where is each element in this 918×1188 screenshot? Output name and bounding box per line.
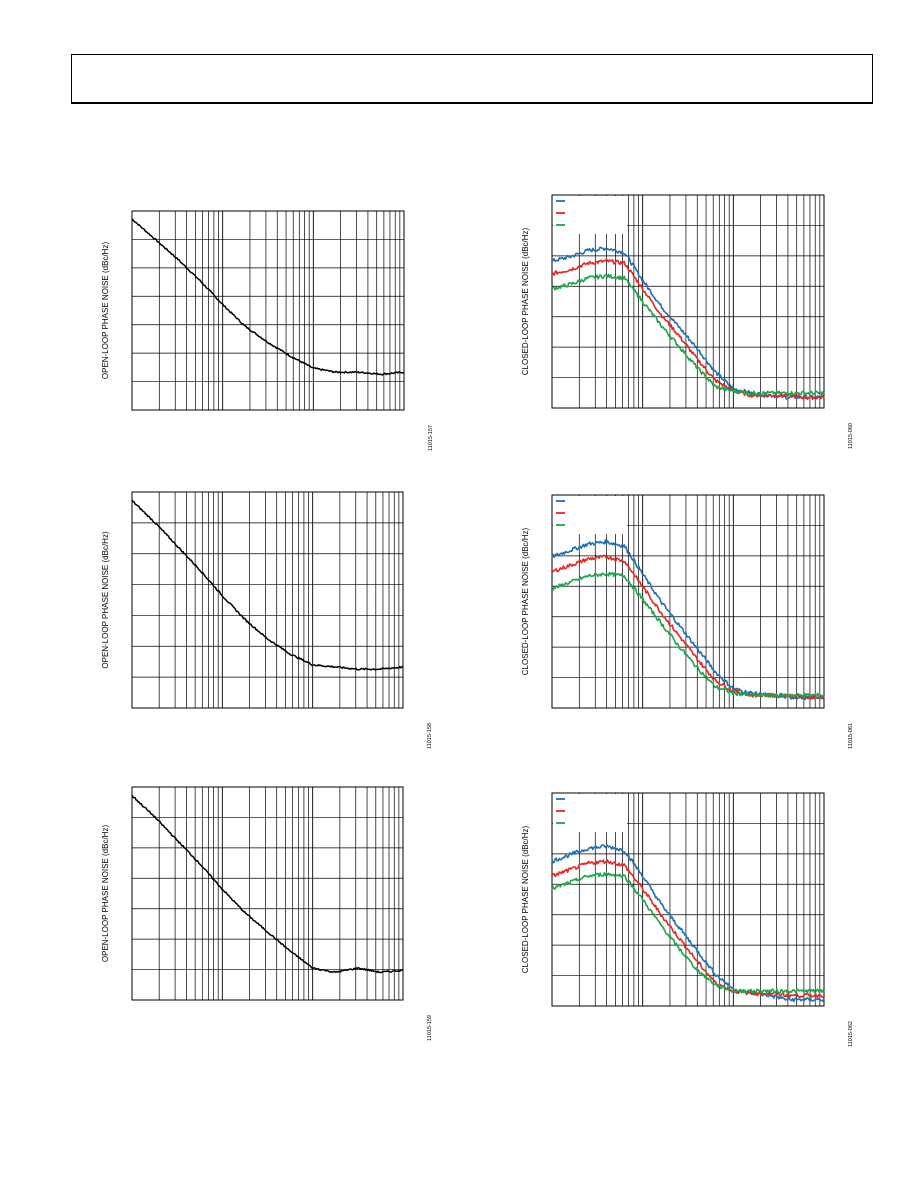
- chart-closed-loop-3: CLOSED-LOOP PHASE NOISE (dBc/Hz) 11015-06…: [521, 792, 854, 1047]
- y-axis-label: OPEN-LOOP PHASE NOISE (dBc/Hz): [101, 825, 110, 963]
- figure-id: 11015-158: [427, 723, 433, 749]
- chart-closed-loop-2: CLOSED-LOOP PHASE NOISE (dBc/Hz) 11015-06…: [521, 494, 854, 749]
- grid: [131, 787, 403, 1000]
- series-line-trace_green: [551, 273, 825, 396]
- plot-frame: [131, 786, 404, 1001]
- y-axis-label: CLOSED-LOOP PHASE NOISE (dBc/Hz): [521, 227, 530, 375]
- y-axis-label: CLOSED-LOOP PHASE NOISE (dBc/Hz): [521, 527, 530, 675]
- legend: [553, 196, 627, 234]
- legend-box: [553, 794, 627, 832]
- legend-box: [553, 496, 627, 534]
- y-axis-label: CLOSED-LOOP PHASE NOISE (dBc/Hz): [521, 825, 530, 973]
- series-line-trace_black: [131, 499, 404, 671]
- page-header-box: [71, 54, 873, 104]
- chart-closed-loop-1: CLOSED-LOOP PHASE NOISE (dBc/Hz) 11015-06…: [521, 194, 854, 449]
- legend-box: [553, 196, 627, 234]
- series-line-trace_green: [551, 571, 825, 698]
- series-line-trace_black: [131, 218, 405, 376]
- legend: [553, 794, 627, 832]
- plot-frame: [551, 194, 825, 409]
- series-line-trace_black: [131, 794, 404, 974]
- chart-open-loop-2: OPEN-LOOP PHASE NOISE (dBc/Hz) 11015-158: [101, 491, 433, 749]
- series-line-trace_blue: [551, 539, 825, 701]
- series-line-trace_green: [551, 872, 825, 994]
- figure-id: 11015-062: [848, 1021, 854, 1047]
- series-line-trace_red: [551, 859, 825, 998]
- plot-frame: [131, 491, 404, 709]
- figure-id: 11015-061: [848, 723, 854, 749]
- grid: [551, 793, 824, 1006]
- plot-frame: [551, 494, 825, 709]
- series-line-trace_blue: [551, 844, 825, 1003]
- figure-id: 11015-060: [848, 423, 854, 449]
- figure-id: 11015-157: [428, 425, 434, 451]
- legend: [553, 496, 627, 534]
- grid: [131, 492, 403, 708]
- figure-id: 11015-159: [427, 1015, 433, 1041]
- chart-open-loop-1: OPEN-LOOP PHASE NOISE (dBc/Hz) 11015-157: [101, 210, 434, 451]
- y-axis-label: OPEN-LOOP PHASE NOISE (dBc/Hz): [101, 531, 110, 669]
- series-line-trace_blue: [551, 246, 825, 401]
- grid: [131, 211, 404, 410]
- series-line-trace_red: [551, 258, 825, 400]
- plot-frame: [551, 792, 825, 1007]
- plot-frame: [131, 210, 405, 411]
- chart-open-loop-3: OPEN-LOOP PHASE NOISE (dBc/Hz) 11015-159: [101, 786, 433, 1041]
- y-axis-label: OPEN-LOOP PHASE NOISE (dBc/Hz): [101, 242, 110, 380]
